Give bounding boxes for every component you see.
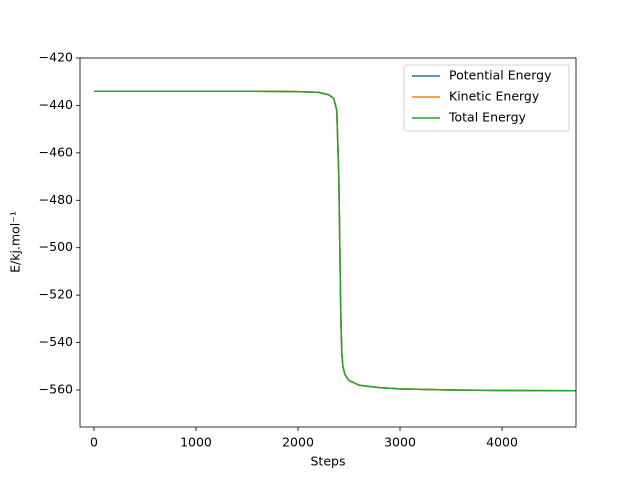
plot-frame: [79, 57, 577, 428]
y-tick-label: −420: [39, 50, 73, 65]
x-tick-label: 2000: [282, 435, 314, 450]
y-tick-label: −500: [39, 239, 73, 254]
y-tick-label: −460: [39, 144, 73, 159]
x-tick-label: 0: [90, 435, 98, 450]
legend-label: Potential Energy: [449, 68, 552, 83]
y-tick-label: −520: [39, 287, 73, 302]
x-tick-label: 4000: [486, 435, 518, 450]
x-tick-label: 3000: [384, 435, 416, 450]
series-line: [93, 90, 576, 392]
series-line: [93, 90, 576, 392]
y-tick-label: −560: [39, 382, 73, 397]
y-axis-label: E/kj.mol⁻¹: [8, 211, 23, 273]
x-tick-label: 1000: [180, 435, 212, 450]
y-tick-label: −440: [39, 97, 73, 112]
y-tick-label: −540: [39, 334, 73, 349]
legend-label: Total Energy: [448, 110, 527, 125]
x-axis-label: Steps: [311, 454, 346, 469]
y-tick-label: −480: [39, 192, 73, 207]
legend-box: [403, 64, 570, 132]
series-line: [93, 90, 576, 392]
legend-label: Kinetic Energy: [449, 89, 540, 104]
